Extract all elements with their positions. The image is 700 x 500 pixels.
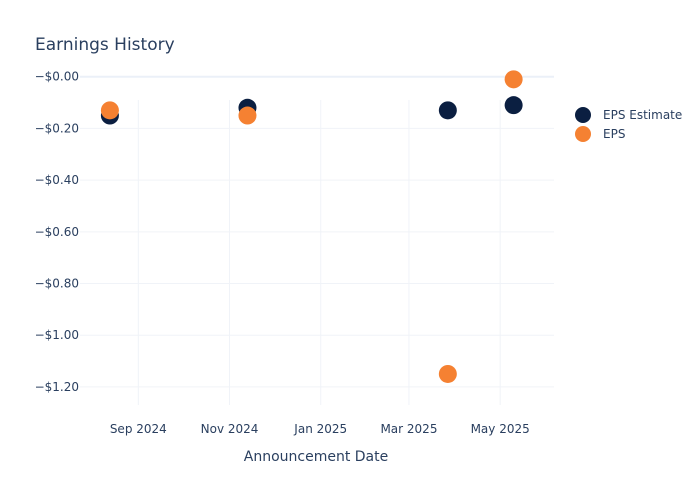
eps-estimate-point bbox=[438, 101, 457, 120]
x-axis-ticks: Sep 2024 Nov 2024 Jan 2025 Mar 2025 May 2025 bbox=[110, 422, 530, 436]
y-tick-label: −$0.40 bbox=[35, 173, 79, 187]
legend-label: EPS Estimate bbox=[603, 108, 682, 122]
x-tick-label: Nov 2024 bbox=[201, 422, 259, 436]
x-tick-label: May 2025 bbox=[471, 422, 530, 436]
x-tick-label: Mar 2025 bbox=[380, 422, 437, 436]
x-tick-label: Jan 2025 bbox=[293, 422, 347, 436]
y-tick-label: −$0.60 bbox=[35, 225, 79, 239]
legend-marker bbox=[575, 126, 591, 142]
legend[interactable]: EPS Estimate EPS bbox=[575, 107, 682, 142]
y-tick-label: −$1.20 bbox=[35, 380, 79, 394]
legend-item-eps-estimate[interactable]: EPS Estimate bbox=[575, 107, 682, 123]
eps-point bbox=[504, 70, 523, 89]
y-tick-label: −$1.00 bbox=[35, 328, 79, 342]
eps-point bbox=[438, 364, 457, 383]
y-tick-label: −$0.20 bbox=[35, 121, 79, 135]
data-points bbox=[100, 70, 523, 383]
chart-title: Earnings History bbox=[35, 35, 175, 55]
grid bbox=[80, 75, 554, 405]
legend-label: EPS bbox=[603, 127, 625, 141]
legend-item-eps[interactable]: EPS bbox=[575, 126, 625, 142]
y-tick-label: −$0.00 bbox=[35, 70, 79, 84]
y-axis-ticks: −$0.00 −$0.20 −$0.40 −$0.60 −$0.80 −$1.00 −$1.… bbox=[35, 70, 79, 394]
eps-point bbox=[238, 106, 257, 125]
eps-point bbox=[100, 101, 119, 120]
x-axis-title: Announcement Date bbox=[244, 449, 388, 465]
legend-marker bbox=[575, 107, 591, 123]
y-tick-label: −$0.80 bbox=[35, 277, 79, 291]
x-tick-label: Sep 2024 bbox=[110, 422, 167, 436]
eps-estimate-point bbox=[504, 96, 523, 115]
